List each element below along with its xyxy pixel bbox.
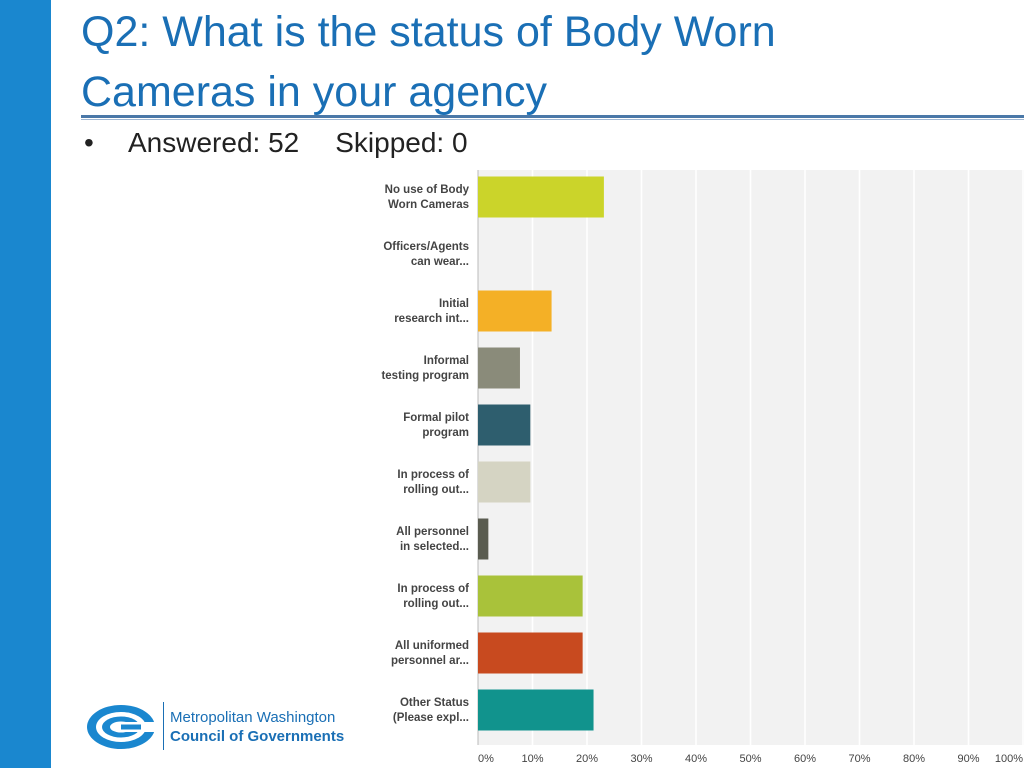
category-label-line: All personnel: [396, 526, 469, 538]
category-label-line: program: [422, 427, 469, 439]
category-label-line: can wear...: [411, 256, 469, 268]
slide-title: Q2: What is the status of Body Worn Came…: [81, 2, 981, 122]
category-label-line: Formal pilot: [403, 412, 469, 424]
logo-text: Metropolitan Washington Council of Gover…: [170, 708, 344, 746]
category-label-line: Informal: [424, 355, 469, 367]
category-label-line: (Please expl...: [393, 712, 469, 724]
bar: [478, 404, 531, 446]
category-label-line: rolling out...: [403, 484, 469, 496]
category-label-line: in selected...: [400, 541, 469, 553]
category-label: In process of rolling out...: [397, 583, 469, 610]
category-label-line: rolling out...: [403, 598, 469, 610]
bar: [478, 461, 531, 503]
bar: [478, 176, 604, 218]
x-tick-label: 0%: [478, 753, 494, 765]
answered-count: Answered: 52: [128, 127, 300, 158]
x-tick-label: 100%: [995, 753, 1023, 765]
logo-divider: [163, 702, 164, 750]
x-tick-label: 90%: [957, 753, 979, 765]
category-label: Officers/Agents can wear...: [383, 241, 469, 268]
category-label: Formal pilot program: [403, 412, 469, 439]
x-tick-label: 70%: [848, 753, 870, 765]
x-tick-label: 80%: [903, 753, 925, 765]
skipped-count: Skipped: 0: [335, 127, 468, 158]
category-label: Initial research int...: [394, 298, 469, 325]
accent-side-bar: [0, 0, 51, 768]
bullet-point: •: [84, 127, 94, 158]
category-label: All uniformed personnel ar...: [391, 640, 469, 667]
category-label-line: All uniformed: [395, 640, 469, 652]
category-label-line: testing program: [381, 370, 469, 382]
category-label-line: In process of: [397, 469, 469, 481]
category-label: Other Status (Please expl...: [393, 697, 469, 724]
category-label-line: Officers/Agents: [383, 241, 469, 253]
x-tick-label: 20%: [576, 753, 598, 765]
logo-org-line-1: Metropolitan Washington: [170, 709, 336, 726]
category-label-line: research int...: [394, 313, 469, 325]
slide-title-line-1: Q2: What is the status of Body Worn: [81, 8, 776, 56]
x-tick-label: 10%: [521, 753, 543, 765]
x-tick-label: 50%: [739, 753, 761, 765]
title-underline-shadow: [81, 119, 1024, 120]
category-label-line: No use of Body: [385, 184, 470, 196]
x-tick-label: 40%: [685, 753, 707, 765]
response-stats: • Answered: 52 Skipped: 0: [84, 124, 468, 162]
category-label-line: Worn Cameras: [388, 199, 469, 211]
bar: [478, 347, 520, 389]
category-label-line: personnel ar...: [391, 655, 469, 667]
category-label-line: Initial: [439, 298, 469, 310]
category-label-line: In process of: [397, 583, 469, 595]
category-label-line: Other Status: [400, 697, 469, 709]
x-tick-label: 60%: [794, 753, 816, 765]
cog-logo-emblem-icon: [87, 705, 157, 749]
title-underline: [81, 115, 1024, 118]
bar: [478, 518, 489, 560]
bar: [478, 632, 583, 674]
x-tick-label: 30%: [630, 753, 652, 765]
category-label: Informal testing program: [381, 355, 469, 382]
logo-org-line-2: Council of Governments: [170, 728, 345, 745]
category-label: All personnel in selected...: [396, 526, 469, 553]
cog-logo: [87, 705, 157, 749]
category-label: No use of Body Worn Cameras: [385, 184, 470, 211]
bar: [478, 290, 552, 332]
bar: [478, 689, 594, 731]
category-label: In process of rolling out...: [397, 469, 469, 496]
slide-title-line-2: Cameras in your agency: [81, 68, 548, 116]
bar: [478, 575, 583, 617]
